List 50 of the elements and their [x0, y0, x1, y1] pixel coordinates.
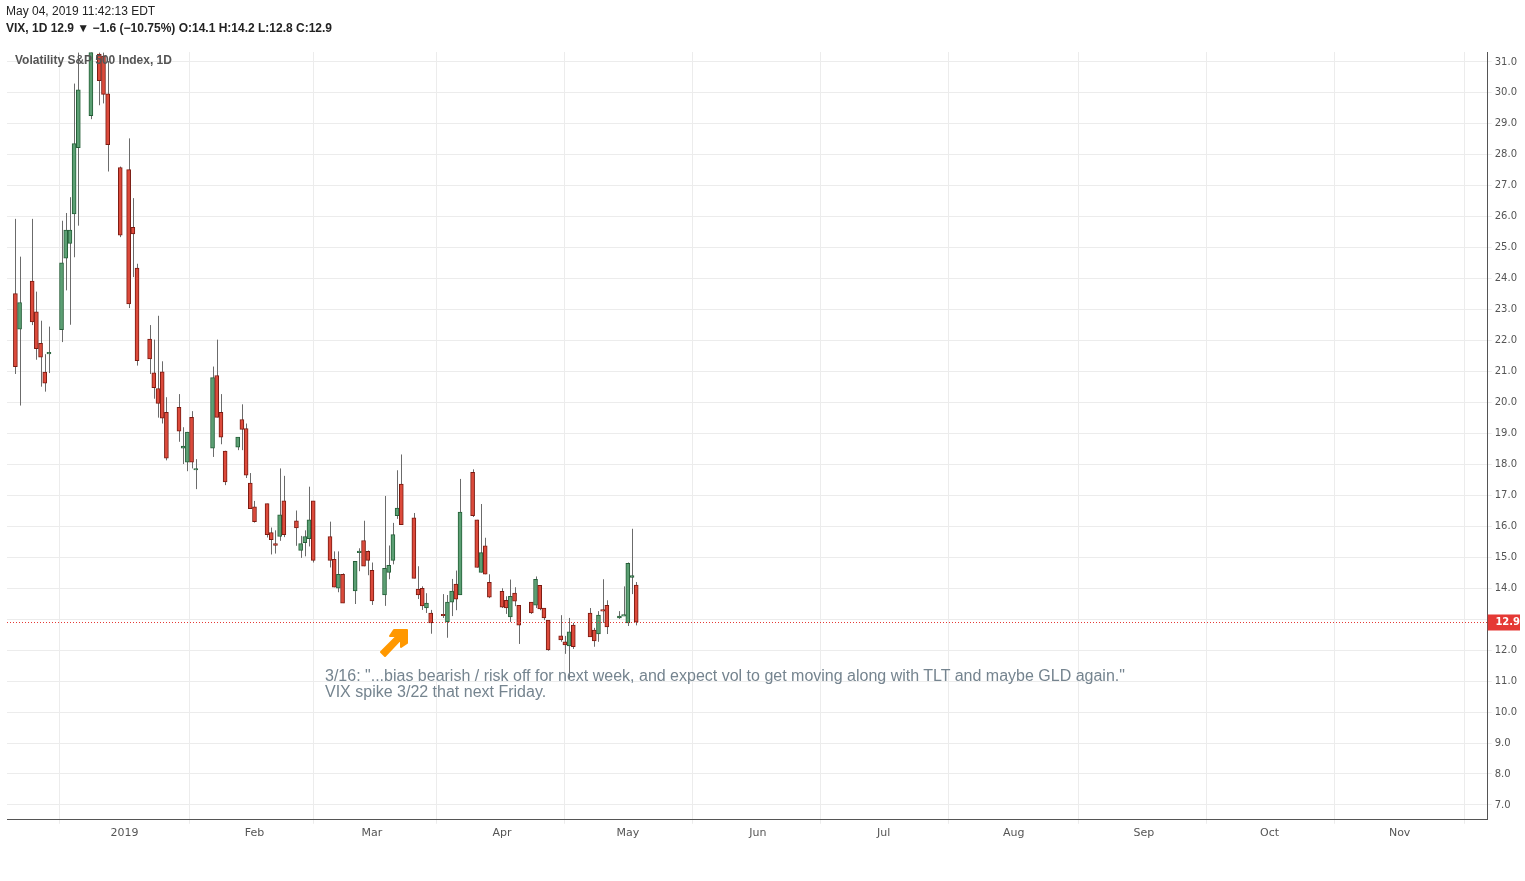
y-tick-label: 18.0 [1494, 457, 1517, 469]
ref-line-label: 12.9 [1495, 616, 1521, 628]
y-tick-label: 22.0 [1494, 334, 1517, 346]
text: May 04, 2019 11:42:13 EDT [6, 4, 156, 18]
x-tick-label: Jul [876, 826, 891, 840]
candlestick [424, 592, 429, 614]
x-tick-label: Sep [1133, 826, 1155, 840]
candlestick [600, 578, 605, 624]
y-tick-label: 29.0 [1494, 117, 1517, 129]
x-tick-label: Mar [361, 826, 383, 840]
candlestick [449, 578, 454, 617]
x-tick-label: Apr [492, 826, 512, 840]
y-tick-label: 20.0 [1494, 396, 1517, 408]
x-tick-label: 2019 [110, 826, 139, 840]
y-tick-label: 28.0 [1494, 148, 1517, 160]
x-tick-label: Nov [1388, 826, 1411, 840]
x-tick-label: Oct [1260, 826, 1280, 840]
candlestick [428, 609, 433, 635]
y-tick-label: 30.0 [1494, 86, 1517, 98]
y-tick-label: 8.0 [1494, 767, 1511, 779]
y-tick-label: 17.0 [1494, 488, 1517, 500]
y-tick-label: 11.0 [1494, 674, 1517, 686]
y-tick-label: 24.0 [1494, 272, 1517, 284]
candlestick [298, 535, 303, 559]
candlestick [294, 510, 299, 547]
y-tick-label: 16.0 [1494, 519, 1517, 531]
y-tick-label: 21.0 [1494, 365, 1517, 377]
x-tick-label: Jun [748, 826, 767, 840]
candlestick [277, 467, 282, 542]
y-tick-label: 14.0 [1494, 581, 1517, 593]
y-tick-label: 19.0 [1494, 427, 1517, 439]
chart-subtitle: VIX, 1D 12.9 ▼ −1.6 (−10.75%) O:14.1 H:14.2 L:12.8 C:12.9 [6, 21, 333, 35]
x-tick-label: Feb [244, 826, 265, 840]
candlestick [180, 426, 186, 465]
y-tick-label: 15.0 [1494, 550, 1517, 562]
candlestick [445, 594, 450, 639]
y-tick-label: 12.0 [1494, 643, 1517, 655]
x-tick-label: Aug [1002, 826, 1025, 840]
y-tick-label: 10.0 [1494, 705, 1517, 717]
x-tick-label: May [616, 826, 640, 840]
candlestick [193, 458, 199, 490]
candlestick [596, 610, 601, 643]
y-tick-label: 25.0 [1494, 241, 1517, 253]
y-tick-label: 31.0 [1494, 55, 1517, 67]
y-tick-label: 23.0 [1494, 303, 1517, 315]
y-tick-label: 9.0 [1494, 736, 1511, 748]
annotation: VIX spike 3/22 that next Friday. [325, 683, 548, 700]
y-tick-label: 26.0 [1494, 210, 1517, 222]
y-tick-label: 7.0 [1494, 798, 1511, 810]
y-tick-label: 27.0 [1494, 179, 1517, 191]
